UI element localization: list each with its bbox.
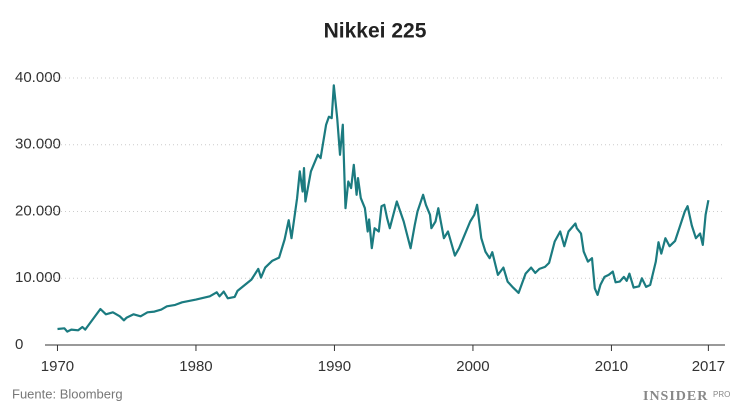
brand-suffix: PRO — [713, 390, 730, 399]
x-tick-label: 2010 — [595, 358, 628, 375]
y-tick-label: 40.000 — [15, 69, 61, 86]
y-tick-label: 0 — [15, 336, 23, 353]
source-note: Fuente: Bloomberg — [12, 386, 123, 401]
x-tick-label: 1980 — [179, 358, 212, 375]
y-tick-label: 20.000 — [15, 202, 61, 219]
brand-logo: INSIDER — [643, 389, 708, 404]
y-tick-label: 30.000 — [15, 136, 61, 153]
data-line — [57, 84, 710, 333]
chart-title: Nikkei 225 — [324, 20, 427, 43]
x-tick-label: 2000 — [456, 358, 489, 375]
x-tick-label: 2017 — [692, 358, 725, 375]
y-tick-label: 10.000 — [15, 269, 61, 286]
x-tick-label: 1990 — [318, 358, 351, 375]
x-tick-label: 1970 — [41, 358, 74, 375]
